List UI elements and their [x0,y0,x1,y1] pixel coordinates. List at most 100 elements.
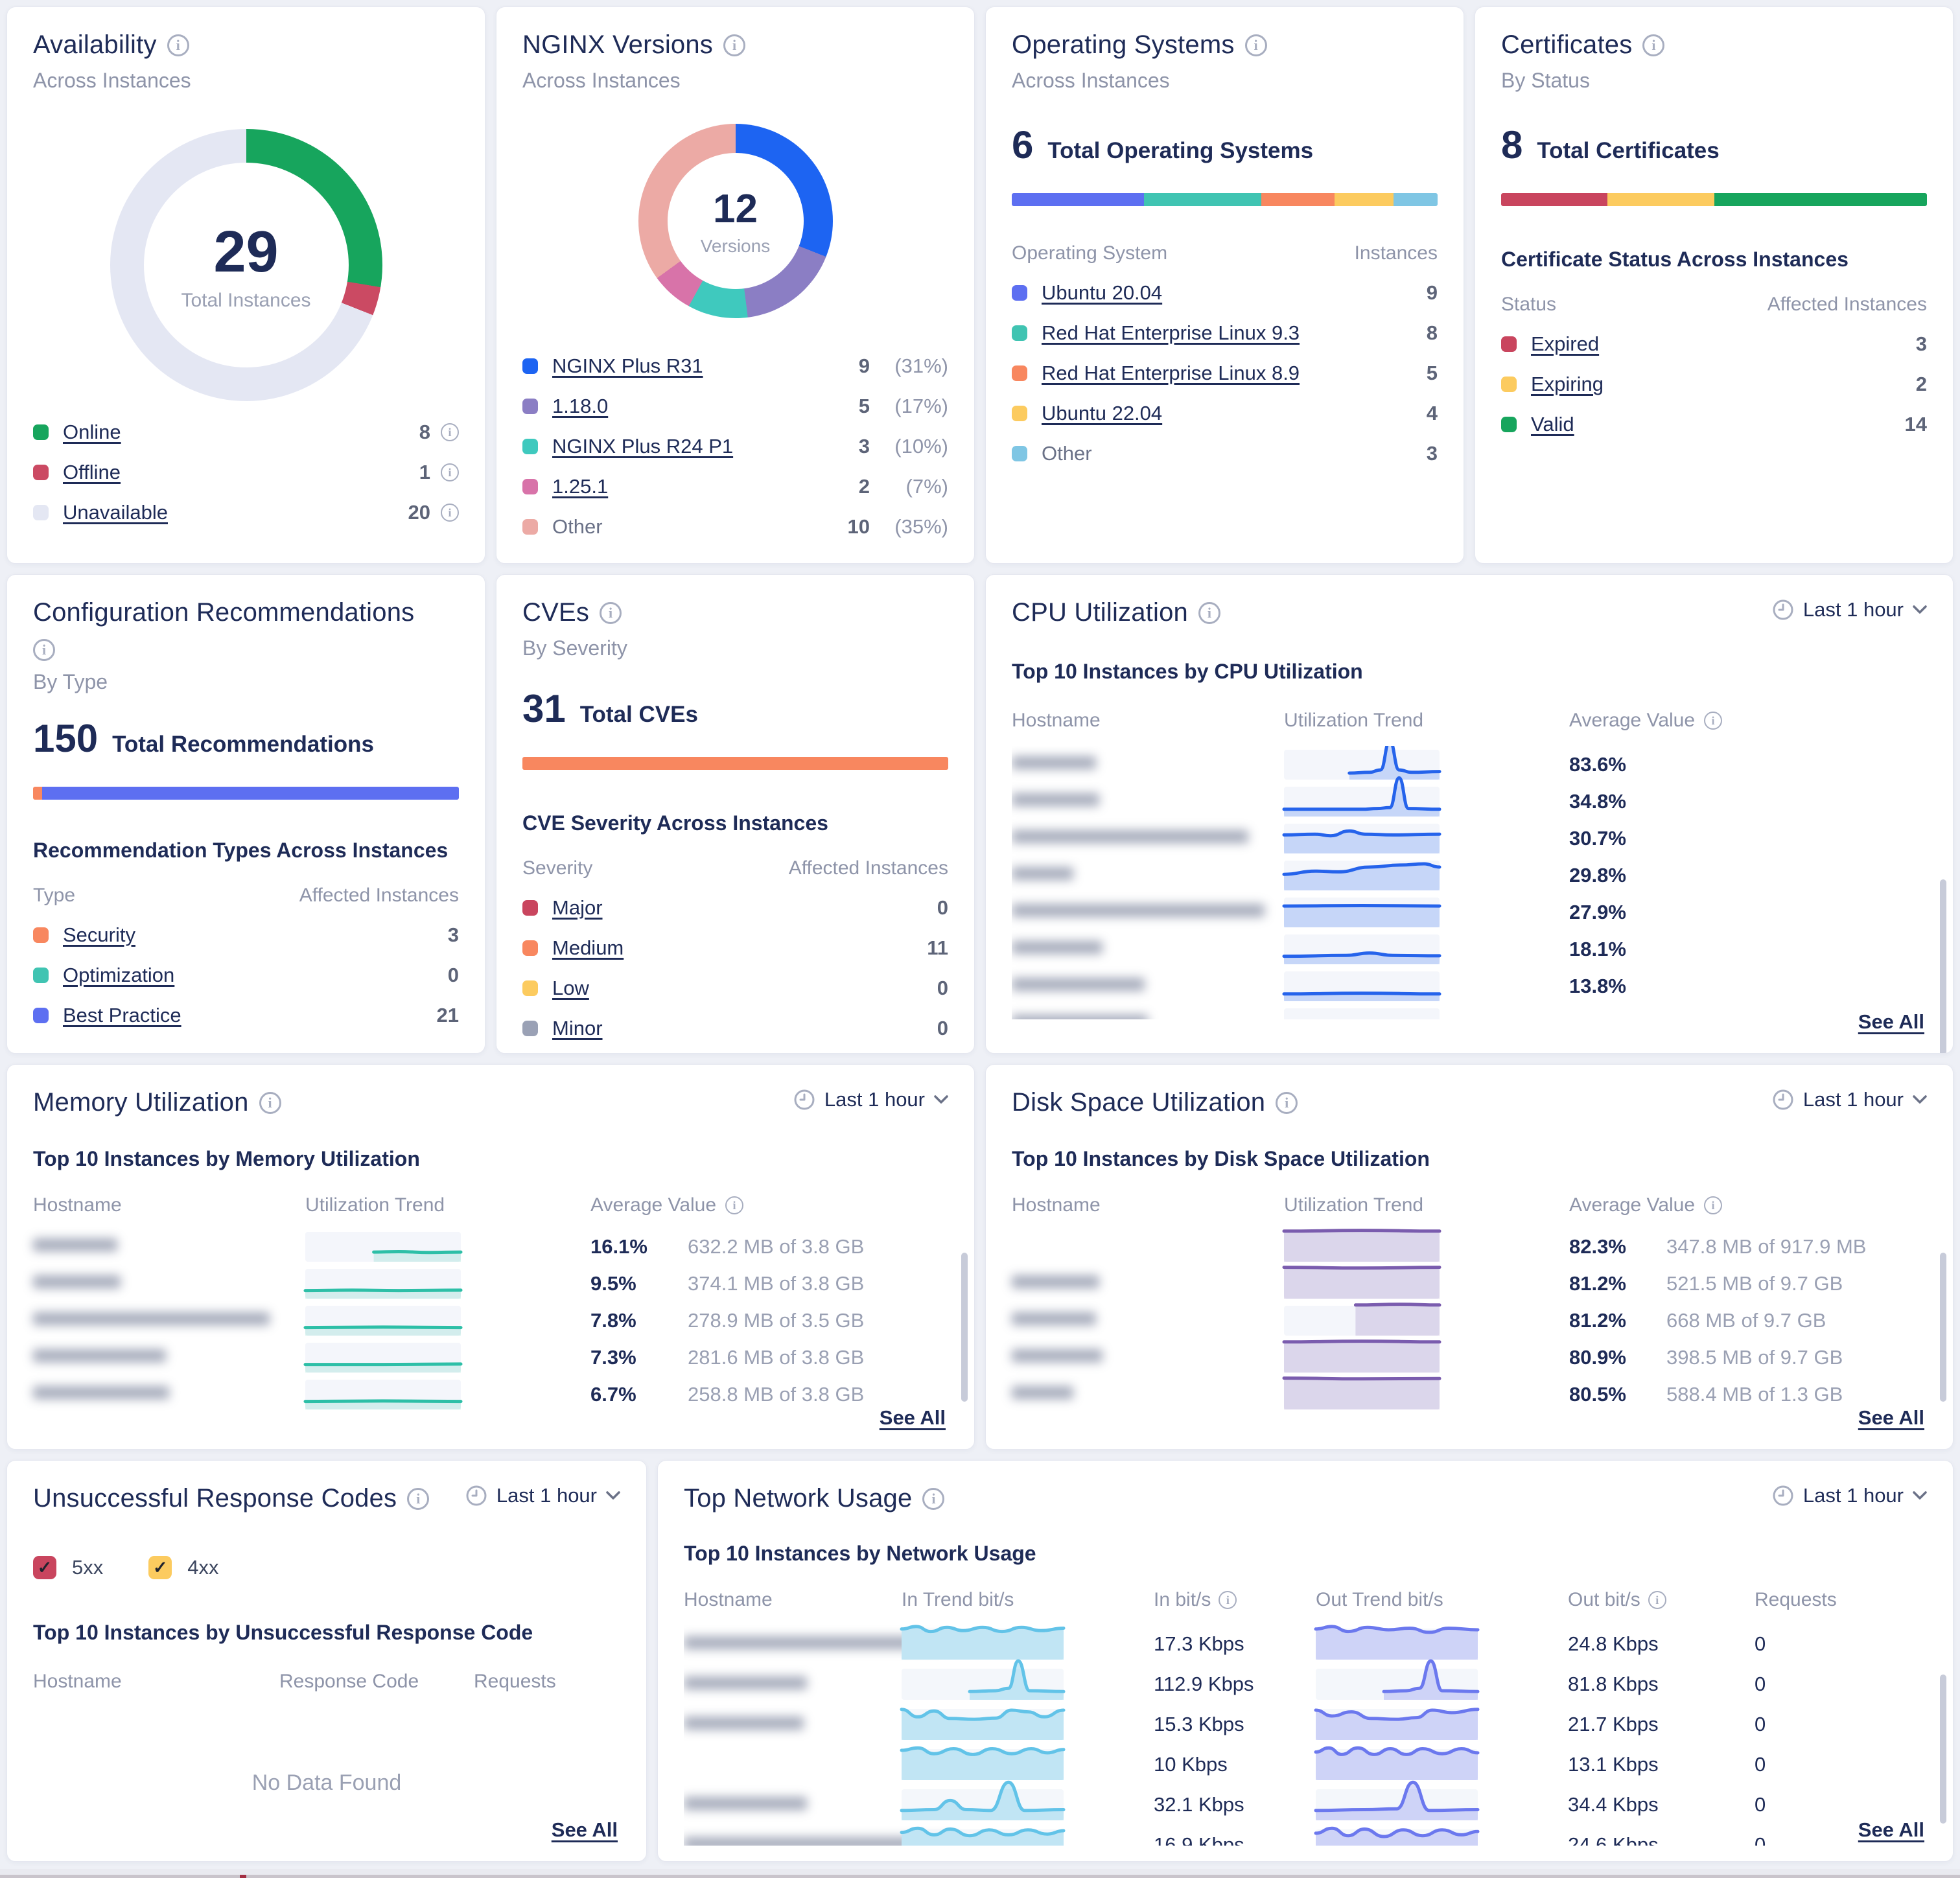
time-filter[interactable]: Last 1 hour [1772,1484,1927,1507]
scrollbar-thumb[interactable] [1940,1253,1946,1402]
legend-value: 5 [1426,362,1438,384]
hostname-blurred-link[interactable] [1012,1349,1102,1362]
hostname-blurred-link[interactable] [33,1349,166,1362]
see-all-link[interactable]: See All [1858,1818,1924,1841]
average-value: 13.8% [1569,974,1626,997]
scrollbar-thumb[interactable] [961,1253,968,1402]
time-filter[interactable]: Last 1 hour [1772,1088,1927,1111]
legend-swatch [522,439,538,454]
info-icon[interactable]: i [441,504,459,522]
hostname-blurred-link[interactable] [1012,756,1096,769]
info-icon[interactable]: i [259,1091,281,1114]
legend-label[interactable]: Red Hat Enterprise Linux 8.9 [1042,362,1300,384]
table-row: 29.8% [1012,857,1927,894]
column-header: Hostname [33,1671,122,1692]
see-all-link[interactable]: See All [1858,1406,1924,1429]
time-filter[interactable]: Last 1 hour [465,1484,620,1507]
hostname-blurred-link[interactable] [1012,830,1248,843]
legend-label[interactable]: Major [552,896,603,919]
info-icon[interactable]: i [33,639,55,661]
utilization-sparkline [1282,1339,1441,1373]
hostname-blurred-link[interactable] [684,1716,804,1730]
response-code-checkbox[interactable]: ✓ 4xx [148,1556,219,1579]
section-header: Certificate Status Across Instances [1501,248,1849,271]
see-all-link[interactable]: See All [879,1406,946,1429]
hostname-blurred-link[interactable] [1012,1386,1073,1399]
hostname-blurred-link[interactable] [1012,1312,1096,1325]
info-icon[interactable]: i [441,423,459,441]
hostname-blurred-link[interactable] [1012,904,1265,917]
hostname-blurred-link[interactable] [1012,1015,1148,1019]
availability-card: Availability i Across Instances 29 Total… [6,6,485,564]
legend-label[interactable]: NGINX Plus R31 [552,354,703,377]
hostname-blurred-link[interactable] [1012,941,1102,954]
response-code-checkbox[interactable]: ✓ 5xx [33,1556,103,1579]
legend-label[interactable]: Minor [552,1017,603,1039]
legend-label[interactable]: Offline [63,461,121,483]
legend-label[interactable]: Optimization [63,964,175,986]
legend-label[interactable]: Online [63,421,121,443]
utilization-sparkline [1284,1302,1441,1336]
hostname-blurred-link[interactable] [684,1837,956,1846]
info-icon[interactable]: i [922,1487,945,1510]
legend-label[interactable]: Red Hat Enterprise Linux 9.3 [1042,321,1300,344]
info-icon[interactable]: i [1276,1091,1298,1114]
scrollbar-thumb[interactable] [1940,1675,1946,1824]
info-icon[interactable]: i [1642,34,1665,56]
scrollbar-thumb[interactable] [1940,879,1946,1053]
hostname-blurred-link[interactable] [33,1238,117,1251]
hostname-blurred-link[interactable] [684,1676,807,1689]
time-filter[interactable]: Last 1 hour [793,1088,948,1111]
see-all-link[interactable]: See All [551,1818,618,1841]
legend-label[interactable]: 1.25.1 [552,475,609,498]
time-filter[interactable]: Last 1 hour [1772,598,1927,621]
hostname-blurred-link[interactable] [33,1275,121,1288]
info-icon[interactable]: i [1704,1196,1723,1214]
legend-label[interactable]: Expired [1531,332,1600,355]
legend-label[interactable]: Medium [552,936,624,959]
legend-label[interactable]: 1.18.0 [552,395,609,417]
legend-label[interactable]: Expiring [1531,373,1604,395]
legend-label[interactable]: Ubuntu 22.04 [1042,402,1163,424]
info-icon[interactable]: i [1198,601,1220,624]
average-value: 30.7% [1569,826,1626,850]
legend-label[interactable]: Security [63,923,135,946]
hostname-blurred-link[interactable] [1012,793,1099,806]
info-icon[interactable]: i [725,1196,744,1214]
list-item: Expiring 2 [1501,373,1927,396]
info-icon[interactable]: i [1219,1591,1237,1609]
legend-swatch [33,505,49,520]
info-icon[interactable]: i [441,463,459,481]
time-filter-label: Last 1 hour [1802,1484,1904,1507]
info-icon[interactable]: i [723,34,746,56]
info-icon[interactable]: i [1704,712,1723,730]
average-value: 83.6% [1569,752,1626,776]
legend-label[interactable]: Ubuntu 20.04 [1042,281,1163,304]
list-item: Major 0 [522,896,948,920]
info-icon[interactable]: i [600,601,622,624]
see-all-link[interactable]: See All [1858,1010,1924,1033]
legend-label[interactable]: Low [552,977,589,999]
out-bits-value: 81.8 Kbps [1568,1673,1659,1695]
legend-label[interactable]: NGINX Plus R24 P1 [552,435,734,458]
info-icon[interactable]: i [1648,1591,1666,1609]
hostname-blurred-link[interactable] [33,1312,270,1325]
legend-label[interactable]: Unavailable [63,501,168,524]
list-item: Medium 11 [522,936,948,960]
hostname-blurred-link[interactable] [1012,1275,1099,1288]
table-row: 18.1% [1012,931,1927,968]
list-item: Online 8 i [33,421,459,444]
hostname-blurred-link[interactable] [1012,867,1073,880]
legend-value: 9 [1426,281,1438,304]
info-icon[interactable]: i [167,34,189,56]
hostname-blurred-link[interactable] [33,1386,169,1399]
legend-label[interactable]: Valid [1531,413,1574,435]
legend-label[interactable]: Best Practice [63,1004,181,1026]
card-title: CVEs [522,598,590,627]
info-icon[interactable]: i [1244,34,1267,56]
hostname-blurred-link[interactable] [684,1796,807,1810]
bar-segment [1714,193,1927,206]
info-icon[interactable]: i [407,1487,430,1510]
hostname-blurred-link[interactable] [684,1636,943,1649]
hostname-blurred-link[interactable] [1012,978,1145,991]
